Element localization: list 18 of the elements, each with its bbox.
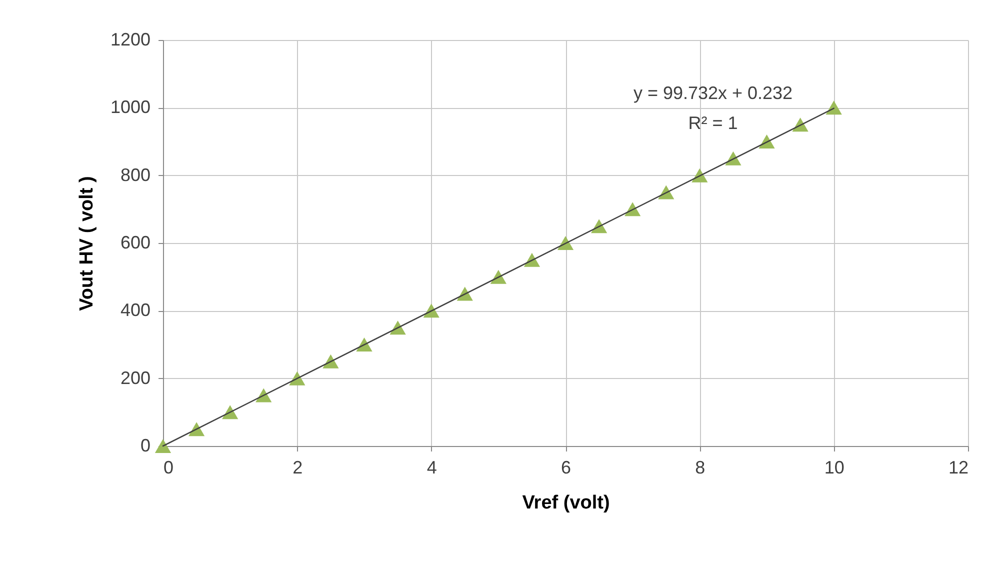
x-tick-label: 12: [948, 458, 968, 478]
x-tick-label: 8: [695, 458, 706, 478]
annotation: R² = 1: [688, 113, 738, 133]
y-tick-label: 0: [140, 436, 150, 456]
x-tick-label: 10: [824, 458, 844, 478]
x-axis-title: Vref (volt): [522, 492, 610, 514]
x-tick-label: 6: [560, 458, 572, 478]
y-tick-label: 1000: [110, 97, 150, 118]
y-tick-label: 600: [120, 232, 150, 252]
y-tick-label: 200: [120, 368, 150, 388]
y-tick-label: 1200: [110, 30, 150, 50]
x-tick-label: 2: [292, 458, 303, 478]
y-axis-title: Vout HV ( volt ): [76, 176, 98, 311]
annotation: y = 99.732x + 0.232: [633, 83, 793, 103]
y-tick-label: 800: [120, 164, 150, 185]
x-tick-label: 4: [426, 458, 437, 478]
x-tick-label: 0: [164, 458, 174, 478]
y-tick-label: 400: [120, 300, 150, 320]
